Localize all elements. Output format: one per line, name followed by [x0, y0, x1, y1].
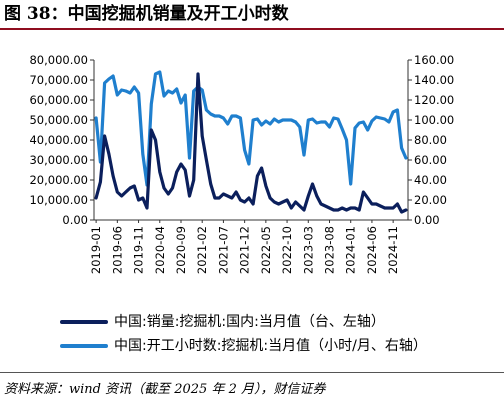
- x-tick-label: 2020-04: [153, 226, 167, 274]
- right-y-tick-label: 160.00: [414, 53, 454, 67]
- right-y-tick-label: 60.00: [414, 153, 447, 167]
- footer-divider: [0, 372, 504, 373]
- right-y-tick-label: 100.00: [414, 113, 454, 127]
- x-tick-label: 2024-06: [365, 226, 379, 274]
- left-y-tick-label: 70,000.00: [29, 73, 88, 87]
- x-tick-label: 2019-11: [132, 226, 146, 274]
- x-tick-label: 2021-02: [195, 226, 209, 274]
- chart-title: 图 38：中国挖掘机销量及开工小时数: [4, 4, 289, 24]
- x-tick-label: 2024-01: [344, 226, 358, 274]
- legend-swatch-sales: [60, 320, 108, 324]
- x-tick-label: 2022-10: [280, 226, 294, 274]
- x-tick-label: 2019-06: [110, 226, 124, 274]
- right-y-tick-label: 120.00: [414, 93, 454, 107]
- x-tick-label: 2024-11: [386, 226, 400, 274]
- left-y-tick-label: 20,000.00: [29, 173, 88, 187]
- right-y-tick-label: 40.00: [414, 173, 447, 187]
- left-y-tick-label: 30,000.00: [29, 153, 88, 167]
- x-tick-label: 2022-05: [259, 226, 273, 274]
- left-y-tick-label: 10,000.00: [29, 193, 88, 207]
- left-y-tick-label: 0.00: [62, 213, 88, 227]
- left-y-tick-label: 50,000.00: [29, 113, 88, 127]
- right-y-tick-label: 0.00: [414, 213, 440, 227]
- left-y-tick-label: 80,000.00: [29, 53, 88, 67]
- x-tick-label: 2023-03: [301, 226, 315, 274]
- x-tick-label: 2019-01: [89, 226, 103, 274]
- right-y-tick-label: 20.00: [414, 193, 447, 207]
- left-y-tick-label: 40,000.00: [29, 133, 88, 147]
- right-y-tick-label: 80.00: [414, 133, 447, 147]
- right-y-tick-label: 140.00: [414, 73, 454, 87]
- legend-swatch-hours: [60, 344, 108, 348]
- series-line-sales: [94, 72, 408, 214]
- legend-label-sales: 中国:销量:挖掘机:国内:当月值（台、左轴）: [114, 314, 385, 330]
- source-note: 资料来源：wind 资讯（截至 2025 年 2 月），财信证券: [4, 382, 326, 397]
- left-y-tick-label: 60,000.00: [29, 93, 88, 107]
- title-divider: [0, 28, 504, 30]
- series-line-hours: [94, 70, 408, 187]
- chart-svg: 0.00 10,000.00 20,000.00 30,000.00 40,000.00…: [29, 53, 454, 274]
- chart-area: 0.00 10,000.00 20,000.00 30,000.00 40,000.00…: [0, 30, 504, 370]
- x-tick-label: 2021-07: [216, 226, 230, 274]
- legend-label-hours: 中国:开工小时数:挖掘机:当月值（小时/月、右轴）: [114, 338, 427, 354]
- x-tick-label: 2020-09: [174, 226, 188, 274]
- x-tick-label: 2023-08: [323, 226, 337, 274]
- x-tick-label: 2021-12: [238, 226, 252, 274]
